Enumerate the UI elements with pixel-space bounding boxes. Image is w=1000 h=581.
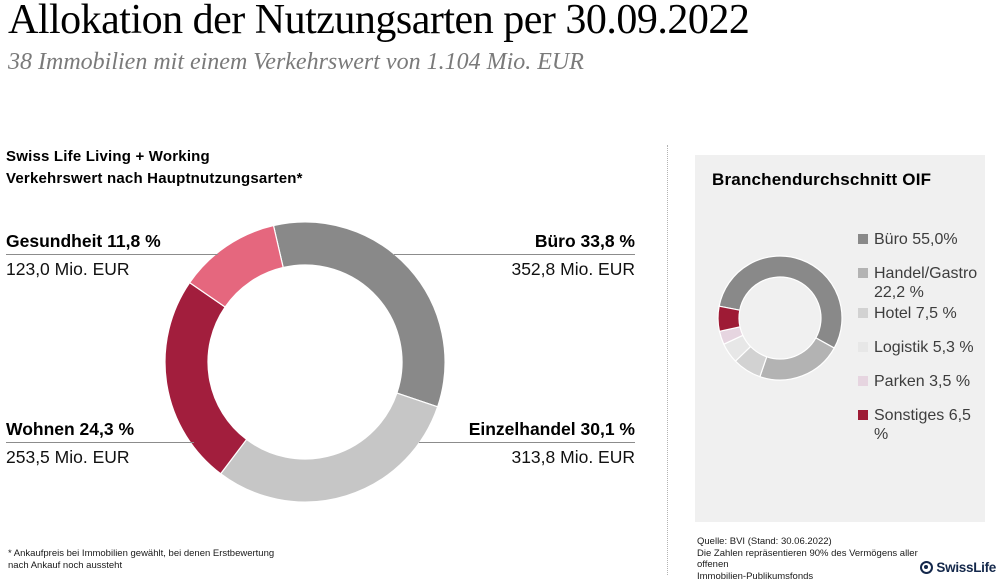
legend-label-handel-gastro: Handel/Gastro 22,2 %	[874, 265, 978, 301]
callout-buero-title: Büro 33,8 %	[394, 231, 635, 255]
legend-item-handel-gastro: Handel/Gastro 22,2 %	[858, 264, 988, 302]
callout-gesundheit: Gesundheit 11,8 % 123,0 Mio. EUR	[6, 231, 218, 280]
footnote-line1: * Ankaufpreis bei Immobilien gewählt, be…	[8, 548, 275, 559]
swiss-life-logo-text: SwissLife	[936, 560, 996, 575]
callout-gesundheit-title: Gesundheit 11,8 %	[6, 231, 218, 255]
legend-label-parken: Parken 3,5 %	[874, 373, 971, 390]
source-line3: Immobilien-Publikumsfonds	[697, 570, 814, 581]
legend-item-hotel: Hotel 7,5 %	[858, 304, 988, 323]
main-donut-chart	[164, 221, 446, 503]
callout-buero: Büro 33,8 % 352,8 Mio. EUR	[394, 231, 635, 280]
legend-label-buero: Büro 55,0%	[874, 231, 958, 248]
page-subtitle: 38 Immobilien mit einem Verkehrswert von…	[8, 49, 584, 75]
legend-swatch-handel-gastro	[858, 268, 868, 278]
legend-item-parken: Parken 3,5 %	[858, 372, 988, 391]
callout-gesundheit-value: 123,0 Mio. EUR	[6, 259, 130, 279]
legend-item-sonstiges: Sonstiges 6,5 %	[858, 406, 988, 444]
legend-label-logistik: Logistik 5,3 %	[874, 339, 974, 356]
callout-einzelhandel-value: 313,8 Mio. EUR	[511, 447, 635, 467]
legend-swatch-logistik	[858, 342, 868, 352]
legend-label-sonstiges: Sonstiges 6,5 %	[874, 407, 971, 443]
callout-buero-value: 352,8 Mio. EUR	[511, 259, 635, 279]
source-line1: Quelle: BVI (Stand: 30.06.2022)	[697, 536, 832, 547]
benchmark-donut-chart	[717, 255, 843, 381]
page-title: Allokation der Nutzungsarten per 30.09.2…	[8, 0, 750, 43]
legend-item-logistik: Logistik 5,3 %	[858, 338, 988, 357]
left-chart-heading-line1: Swiss Life Living + Working	[6, 148, 210, 165]
swiss-life-logo-icon	[920, 561, 934, 574]
left-chart-heading-line2: Verkehrswert nach Hauptnutzungsarten*	[6, 170, 303, 187]
legend-label-hotel: Hotel 7,5 %	[874, 305, 957, 322]
footnote: * Ankaufpreis bei Immobilien gewählt, be…	[8, 548, 308, 571]
legend-item-buero: Büro 55,0%	[858, 230, 988, 249]
callout-wohnen: Wohnen 24,3 % 253,5 Mio. EUR	[6, 419, 194, 468]
benchmark-panel-title: Branchendurchschnitt OIF	[712, 170, 932, 189]
swiss-life-logo: SwissLife	[920, 560, 996, 575]
left-chart-heading: Swiss Life Living + Working Verkehrswert…	[6, 146, 426, 190]
legend-swatch-buero	[858, 234, 868, 244]
footnote-line2: nach Ankauf noch aussteht	[8, 559, 123, 571]
benchmark-legend: Büro 55,0% Handel/Gastro 22,2 % Hotel 7,…	[858, 230, 988, 459]
legend-swatch-sonstiges	[858, 410, 868, 420]
source-line2: Die Zahlen repräsentieren 90% des Vermög…	[697, 547, 918, 571]
callout-einzelhandel: Einzelhandel 30,1 % 313,8 Mio. EUR	[419, 419, 635, 468]
callout-wohnen-title: Wohnen 24,3 %	[6, 419, 194, 443]
source-note: Quelle: BVI (Stand: 30.06.2022) Die Zahl…	[697, 536, 937, 581]
callout-einzelhandel-title: Einzelhandel 30,1 %	[419, 419, 635, 443]
callout-wohnen-value: 253,5 Mio. EUR	[6, 447, 130, 467]
legend-swatch-hotel	[858, 308, 868, 318]
vertical-divider	[667, 145, 668, 575]
legend-swatch-parken	[858, 376, 868, 386]
